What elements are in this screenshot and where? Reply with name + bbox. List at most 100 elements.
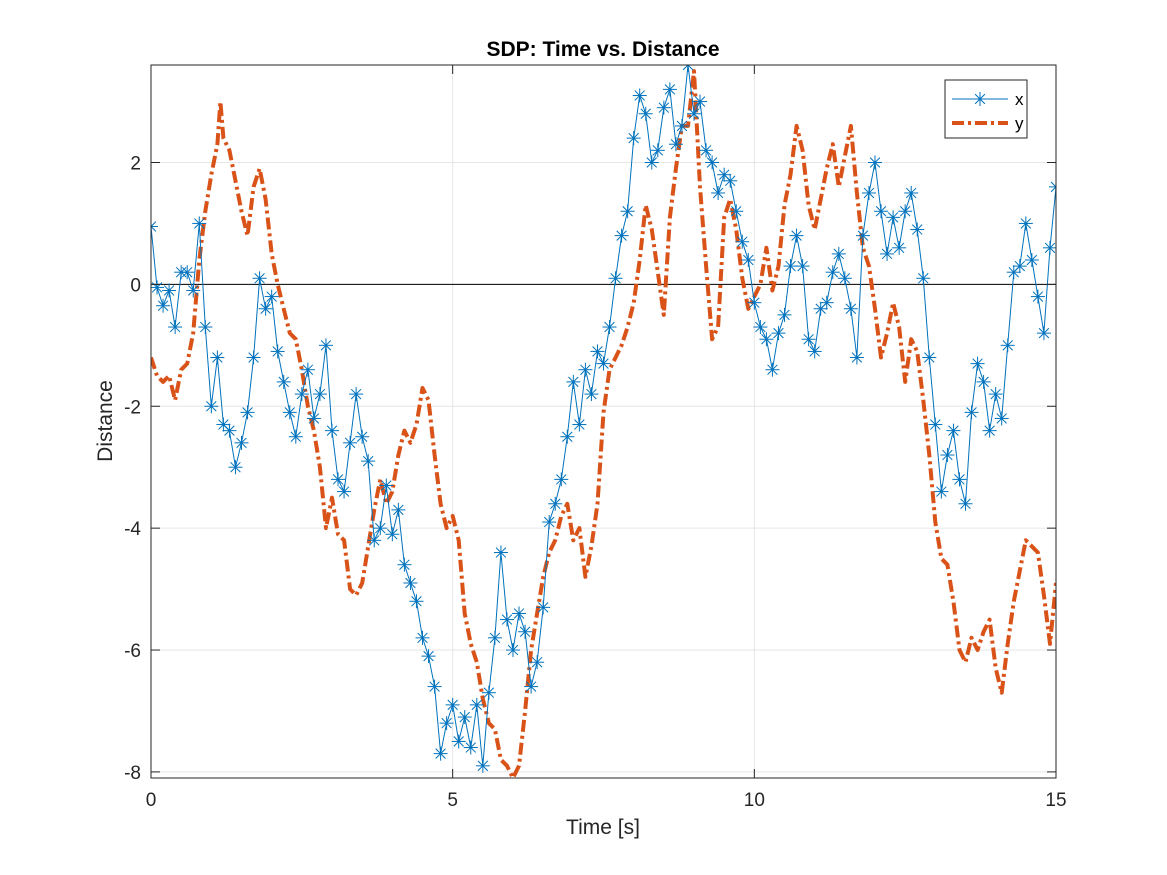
data-point-x <box>222 423 237 438</box>
data-point-x <box>1018 216 1033 231</box>
data-point-x <box>680 65 695 72</box>
series-line-y <box>151 69 1056 778</box>
data-point-x <box>735 234 750 249</box>
data-point-x <box>638 106 653 121</box>
data-point-x <box>868 155 882 170</box>
legend-label-x: x <box>1015 90 1024 109</box>
data-point-x <box>475 758 490 773</box>
data-point-x <box>711 185 726 200</box>
data-point-x <box>276 374 291 389</box>
data-point-x <box>409 594 424 609</box>
data-point-x <box>880 246 895 261</box>
data-point-x <box>934 484 949 499</box>
data-point-x <box>240 405 255 420</box>
data-point-x <box>723 173 738 188</box>
data-point-x <box>699 143 714 158</box>
data-point-x <box>1036 326 1051 341</box>
axis-ticks: 0 5 10 15 -8 -6 -4 -2 0 2 <box>124 65 1067 811</box>
data-point-x <box>385 527 400 542</box>
data-point-x <box>530 655 545 670</box>
data-point-x <box>325 423 339 438</box>
data-point-x <box>343 435 358 450</box>
data-point-x <box>282 405 297 420</box>
data-point-x <box>548 496 563 511</box>
data-point-x <box>783 259 798 274</box>
data-point-x <box>451 734 466 749</box>
data-point-x <box>1030 289 1045 304</box>
data-point-x <box>1042 240 1056 255</box>
data-point-x <box>264 289 279 304</box>
data-point-x <box>940 448 955 463</box>
data-point-x <box>789 228 804 243</box>
data-point-x <box>186 283 201 298</box>
data-point-x <box>246 350 261 365</box>
data-point-x <box>898 204 913 219</box>
data-point-x <box>765 362 780 377</box>
data-point-x <box>391 502 406 517</box>
data-point-x <box>457 710 472 725</box>
x-tick-label: 5 <box>447 790 458 811</box>
data-point-x <box>445 697 460 712</box>
data-point-x <box>312 387 327 402</box>
data-point-x <box>1000 338 1015 353</box>
data-point-x <box>151 280 165 295</box>
data-point-x <box>964 405 979 420</box>
data-point-x <box>294 387 309 402</box>
data-point-x <box>584 387 599 402</box>
data-point-x <box>837 271 852 286</box>
data-point-x <box>693 94 708 109</box>
data-point-x <box>753 320 768 335</box>
data-point-x <box>916 271 931 286</box>
x-tick-label: 10 <box>744 790 765 811</box>
data-point-x <box>337 484 352 499</box>
legend-label-y: y <box>1015 114 1024 133</box>
data-point-x <box>499 612 514 627</box>
data-point-x <box>560 429 575 444</box>
y-tick-label: -2 <box>124 397 141 418</box>
data-point-x <box>578 362 593 377</box>
data-point-x <box>994 411 1009 426</box>
data-point-x <box>421 649 436 664</box>
data-point-x <box>415 630 430 645</box>
data-point-x <box>849 350 864 365</box>
data-point-x <box>729 204 744 219</box>
data-point-x <box>198 320 213 335</box>
data-point-x <box>687 106 701 121</box>
data-point-x <box>982 423 997 438</box>
data-point-x <box>288 429 303 444</box>
data-point-x <box>590 344 605 359</box>
data-point-x <box>608 271 623 286</box>
data-point-x <box>234 435 249 450</box>
data-point-x <box>1012 259 1027 274</box>
data-point-x <box>204 399 219 414</box>
data-point-x <box>168 320 183 335</box>
data-point-x <box>807 344 822 359</box>
data-point-x <box>252 271 267 286</box>
data-point-x <box>861 185 876 200</box>
data-point-x <box>542 515 557 530</box>
y-tick-label: 2 <box>130 154 141 175</box>
plot-series <box>151 65 1056 778</box>
data-point-x <box>602 320 617 335</box>
x-tick-label: 15 <box>1045 790 1066 811</box>
data-point-x <box>801 332 816 347</box>
data-point-x <box>427 679 442 694</box>
legend-marker-x <box>973 92 987 106</box>
data-point-x <box>668 137 683 152</box>
data-point-x <box>614 228 629 243</box>
data-point-x <box>1049 179 1056 194</box>
data-point-x <box>795 259 810 274</box>
data-point-x <box>632 88 647 103</box>
data-point-x <box>463 740 478 755</box>
data-point-x <box>674 118 689 133</box>
data-point-x <box>620 204 635 219</box>
data-point-x <box>1024 253 1039 268</box>
data-point-x <box>469 697 484 712</box>
y-tick-label: -4 <box>124 519 141 540</box>
data-point-x <box>228 460 243 475</box>
data-point-x <box>747 295 762 310</box>
data-point-x <box>771 326 786 341</box>
data-point-x <box>988 387 1003 402</box>
y-tick-label: 0 <box>130 275 141 296</box>
data-point-x <box>481 685 496 700</box>
